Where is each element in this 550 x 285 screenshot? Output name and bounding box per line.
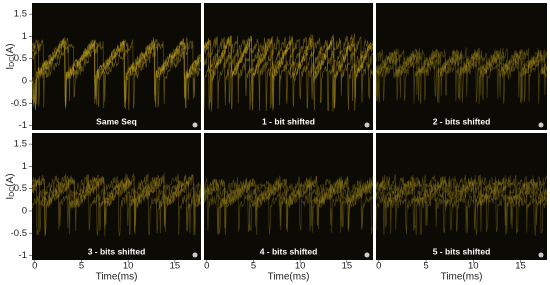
y-tick-label: -0.5 [11, 228, 27, 239]
y-label-main: I [5, 197, 16, 200]
trace-line [31, 174, 201, 236]
trace-line [31, 39, 201, 109]
scope-screen [376, 3, 547, 130]
y-label-sub: DC [9, 187, 16, 197]
panel-title: 5 - bits shifted [433, 246, 491, 256]
scope-screen [32, 3, 201, 130]
x-tick-label: 10 [295, 261, 306, 272]
waveform-trace [31, 36, 201, 111]
panel-title: 3 - bits shifted [88, 246, 146, 256]
waveform-trace [203, 175, 373, 236]
scope-icon [364, 252, 370, 258]
scope-icon [364, 122, 370, 128]
scope-screen [204, 133, 373, 260]
trace-line [203, 175, 373, 230]
x-tick-label: 0 [376, 261, 381, 272]
trace-line [203, 176, 373, 235]
scope-icon [538, 252, 544, 258]
x-axis-label: Time(ms) [268, 272, 310, 283]
trace-line [203, 35, 373, 111]
y-axis-label: IDC(A) [5, 43, 16, 69]
trace-line [375, 47, 547, 104]
x-tick-label: 15 [342, 261, 353, 272]
y-label-main: I [5, 67, 16, 70]
panel-title: 2 - bits shifted [433, 116, 491, 126]
waveform-trace [203, 33, 373, 112]
y-label-sub: DC [9, 57, 16, 67]
y-axis-label: IDC(A) [5, 173, 16, 199]
y-tick-label: 0 [22, 205, 27, 216]
trace-line [375, 174, 547, 234]
trace-line [203, 175, 373, 234]
y-tick-label: 1 [22, 31, 27, 42]
y-tick-label: -1 [19, 120, 27, 131]
trace-line [31, 37, 201, 110]
trace-line [375, 174, 547, 235]
trace-line [31, 173, 201, 236]
y-tick-label: -1 [19, 250, 27, 261]
x-tick-label: 15 [170, 261, 181, 272]
trace-line [31, 37, 201, 111]
waveform-trace [375, 174, 547, 236]
trace-line [375, 48, 547, 105]
scope-icon [192, 122, 198, 128]
x-tick-label: 5 [423, 261, 428, 272]
trace-line [375, 48, 547, 104]
trace-line [375, 174, 547, 236]
x-tick-label: 5 [251, 261, 256, 272]
trace-line [203, 176, 373, 235]
x-axis-label: Time(ms) [96, 272, 138, 283]
y-tick-label: 1.5 [14, 9, 27, 20]
y-tick-label: 0 [22, 75, 27, 86]
trace-line [203, 176, 373, 236]
trace-line [375, 174, 547, 234]
x-tick-label: 10 [468, 261, 479, 272]
trace-line [375, 47, 547, 104]
y-tick-label: 0.5 [14, 53, 27, 64]
scope-screen [204, 3, 373, 130]
x-axis-label: Time(ms) [441, 272, 483, 283]
waveform-trace [31, 172, 201, 237]
scope-screen [376, 133, 547, 260]
x-tick-label: 10 [123, 261, 134, 272]
trace-line [203, 34, 373, 111]
y-tick-label: 0.5 [14, 183, 27, 194]
x-tick-label: 0 [204, 261, 209, 272]
trace-line [31, 172, 201, 237]
trace-line [203, 35, 373, 112]
trace-line [31, 173, 201, 237]
waveform-trace [375, 47, 547, 105]
trace-line [31, 174, 201, 236]
trace-line [375, 174, 547, 236]
trace-line [31, 37, 201, 109]
trace-line [203, 33, 373, 112]
scope-icon [538, 122, 544, 128]
y-label-unit: (A) [5, 43, 16, 56]
trace-line [31, 36, 201, 111]
trace-line [375, 47, 547, 102]
x-tick-label: 15 [515, 261, 526, 272]
scope-screen [32, 133, 201, 260]
y-tick-label: -0.5 [11, 98, 27, 109]
panel-title: 1 - bit shifted [262, 116, 315, 126]
trace-line [203, 33, 373, 112]
x-tick-label: 0 [32, 261, 37, 272]
y-tick-label: 1.5 [14, 139, 27, 150]
x-tick-label: 5 [79, 261, 84, 272]
panel-title: 4 - bits shifted [260, 246, 318, 256]
panel-title: Same Seq [96, 116, 137, 126]
y-label-unit: (A) [5, 173, 16, 186]
scope-icon [192, 252, 198, 258]
y-tick-label: 1 [22, 161, 27, 172]
